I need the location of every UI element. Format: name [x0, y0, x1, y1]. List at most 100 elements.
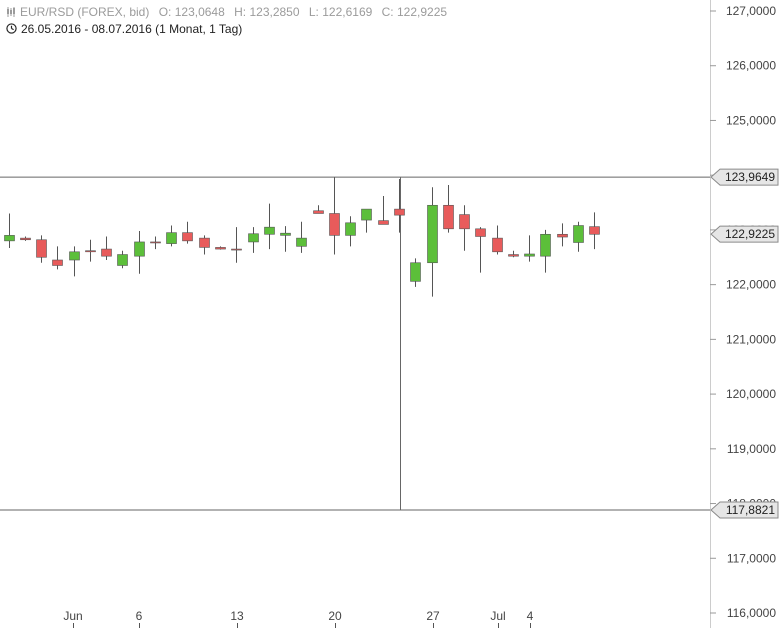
candle[interactable]	[20, 236, 31, 241]
candle-body-down	[85, 250, 96, 253]
candle[interactable]	[248, 227, 259, 253]
symbol-name: EUR/RSD (FOREX, bid)	[20, 5, 150, 19]
candle[interactable]	[345, 216, 356, 247]
x-axis: Jun 6 13 20 27 Jul 4	[63, 609, 534, 628]
x-tick-label: 27	[426, 609, 440, 623]
candle[interactable]	[215, 246, 226, 250]
candle-body-down	[150, 241, 161, 244]
price-tag-1: 117,8821	[710, 501, 779, 519]
candle[interactable]	[182, 221, 193, 244]
candle[interactable]	[313, 205, 324, 214]
candle[interactable]	[134, 231, 145, 274]
candle-body-down	[231, 248, 242, 251]
candle-body-down	[182, 232, 193, 242]
candle[interactable]	[199, 235, 210, 255]
candle[interactable]	[264, 203, 275, 250]
current-price-tag-text: 122,9225	[725, 227, 775, 241]
candle-body-down	[199, 237, 210, 248]
high-label: H:	[234, 5, 247, 19]
candle-body-down	[459, 214, 470, 230]
candle[interactable]	[36, 235, 47, 263]
candle-body-down	[52, 259, 63, 266]
low-value: 122,6169	[322, 5, 373, 19]
candle-body-down	[329, 213, 340, 236]
price-tag-1-box	[710, 501, 779, 519]
candlestick-icon	[6, 5, 16, 21]
price-tag-1-text: 117,8821	[726, 503, 775, 517]
price-tag-0-text: 123,9649	[725, 170, 775, 184]
candle[interactable]	[427, 187, 438, 297]
candle-body-up	[573, 225, 584, 243]
candle-body-up	[345, 222, 356, 236]
candle[interactable]	[85, 239, 96, 262]
open-label: O:	[158, 5, 172, 19]
candle-body-up	[540, 233, 551, 257]
candle-body-up	[117, 254, 128, 266]
y-tick-label: 122,0000	[726, 278, 776, 292]
candle-body-down	[378, 220, 389, 225]
candle[interactable]	[540, 229, 551, 273]
candle-body-down	[492, 237, 503, 253]
candle[interactable]	[459, 205, 470, 251]
candle[interactable]	[557, 223, 568, 247]
open-value: 123,0648	[174, 5, 225, 19]
candle-body-up	[134, 241, 145, 257]
quote-line: EUR/RSD (FOREX, bid) O: 123,0648 H: 123,…	[6, 4, 447, 21]
y-tick-label: 125,0000	[726, 113, 776, 127]
candle[interactable]	[69, 246, 80, 277]
candle[interactable]	[166, 225, 177, 247]
candle[interactable]	[52, 246, 63, 270]
candle-body-up	[410, 262, 421, 282]
x-tick-label: 4	[527, 609, 534, 623]
chart-header: EUR/RSD (FOREX, bid) O: 123,0648 H: 123,…	[6, 4, 447, 38]
y-tick-label: 121,0000	[726, 332, 776, 346]
candle[interactable]	[589, 212, 600, 250]
current-price-tag: 122,9225	[710, 225, 779, 243]
date-range: 26.05.2016 - 08.07.2016 (1 Monat, 1 Tag)	[21, 21, 243, 36]
candle[interactable]	[117, 250, 128, 269]
candle-body-down	[557, 233, 568, 238]
close-value: 122,9225	[396, 5, 448, 19]
candle[interactable]	[508, 250, 519, 258]
candle-body-up	[296, 237, 307, 247]
candle-body-down	[36, 239, 47, 258]
candle[interactable]	[329, 177, 340, 255]
candle[interactable]	[410, 258, 421, 287]
candle[interactable]	[524, 235, 535, 262]
candle[interactable]	[280, 226, 291, 252]
close-label: C:	[381, 5, 394, 19]
y-tick-label: 126,0000	[726, 59, 776, 73]
candle[interactable]	[361, 208, 372, 233]
candle[interactable]	[231, 227, 242, 263]
candle[interactable]	[101, 236, 112, 261]
date-range-line: 26.05.2016 - 08.07.2016 (1 Monat, 1 Tag)	[6, 21, 447, 38]
candle-body-down	[589, 226, 600, 235]
candle[interactable]	[475, 227, 486, 273]
candle-body-down	[508, 254, 519, 257]
candle[interactable]	[296, 221, 307, 253]
candle[interactable]	[492, 225, 503, 255]
candle[interactable]	[394, 179, 405, 233]
current-price-tag-box	[710, 225, 779, 243]
candle[interactable]	[378, 195, 389, 225]
candle-body-down	[475, 228, 486, 237]
candle[interactable]	[443, 185, 454, 233]
y-tick-label: 116,0000	[727, 606, 776, 620]
candle-body-up	[69, 251, 80, 261]
high-value: 123,2850	[249, 5, 300, 19]
candle[interactable]	[150, 236, 161, 250]
x-tick-label: Jun	[63, 609, 82, 623]
candle-body-up	[166, 232, 177, 244]
y-tick-label: 127,0000	[726, 4, 776, 18]
candle-body-up	[361, 208, 372, 221]
candle-body-down	[20, 237, 31, 241]
candle-body-up	[264, 226, 275, 235]
x-tick-label: 13	[230, 609, 244, 623]
candle[interactable]	[573, 221, 584, 252]
candle-body-up	[524, 253, 535, 257]
candles-layer	[4, 177, 600, 297]
candle-body-down	[215, 247, 226, 250]
price-tag-0-box	[710, 168, 779, 186]
candle[interactable]	[4, 213, 15, 248]
x-tick-label: Jul	[490, 609, 505, 623]
